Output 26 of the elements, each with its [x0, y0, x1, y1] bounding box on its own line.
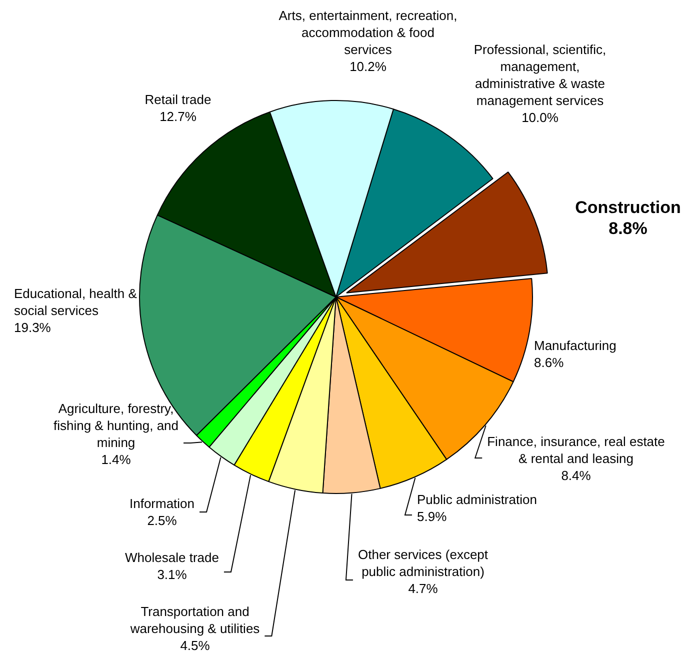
- slice-label: Retail trade: [144, 92, 212, 108]
- slice-label: Finance, insurance, real estate & rental and leasing: [487, 434, 665, 466]
- slice-label: Construction: [575, 198, 681, 218]
- data-label: 10.0%: [522, 110, 559, 126]
- data-label: 19.3%: [14, 320, 52, 336]
- slice-label: Arts, entertainment, recreation, accommodation & food services: [278, 8, 458, 58]
- data-label: 1.4%: [101, 452, 132, 468]
- slice-label: Educational, health & social services: [14, 286, 138, 318]
- data-label: 4.7%: [408, 581, 438, 596]
- slice-label: Professional, scientific, management, administrative & waste management services: [474, 42, 606, 108]
- data-label: 4.5%: [180, 638, 210, 654]
- data-label: 3.1%: [157, 567, 188, 582]
- slice-label: Agriculture, forestry, fishing & hunting, and mining: [53, 401, 179, 450]
- slice-label: Information: [129, 496, 195, 512]
- data-label: 8.4%: [561, 468, 592, 484]
- data-label: 5.9%: [417, 509, 448, 524]
- slice-label: Public administration: [417, 492, 537, 508]
- slice-label: Manufacturing: [534, 338, 616, 354]
- slice-label: Wholesale trade: [125, 550, 219, 566]
- slice-label: Other services (except public administration): [358, 547, 488, 580]
- data-label: 12.7%: [160, 109, 197, 124]
- slice-label: Transportation and warehousing & utilities: [129, 604, 260, 636]
- data-label: 2.5%: [147, 513, 178, 528]
- data-label: 8.8%: [608, 219, 648, 238]
- data-label: 8.6%: [534, 355, 564, 370]
- data-label: 10.2%: [350, 59, 387, 74]
